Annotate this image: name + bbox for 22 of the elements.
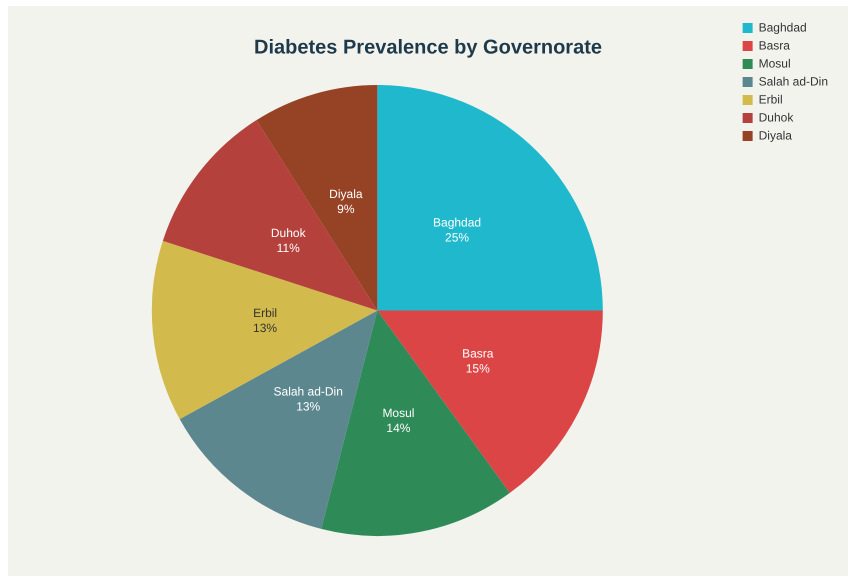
legend-label: Erbil xyxy=(758,92,783,106)
slice-label: Salah ad-Din xyxy=(274,384,343,398)
data-label: 13% xyxy=(296,399,321,414)
slice-label: Duhok xyxy=(270,226,307,240)
legend-label: Mosul xyxy=(758,56,791,70)
data-label: 15% xyxy=(466,362,490,376)
slice-label: Erbil xyxy=(253,306,278,320)
data-label: 25% xyxy=(445,230,470,245)
slice-label: Baghdad xyxy=(433,216,482,230)
legend-label: Baghdad xyxy=(758,20,807,34)
slice-label: Mosul xyxy=(382,406,414,420)
data-label: 9% xyxy=(337,202,355,216)
legend-label: Duhok xyxy=(758,110,794,124)
legend-label: Diyala xyxy=(758,128,792,142)
text: Diabetes Prevalence by Governorate xyxy=(254,36,602,59)
slice-label: Diyala xyxy=(329,187,363,202)
legend-label: Basra xyxy=(758,38,790,52)
data-label: 11% xyxy=(276,241,300,256)
slice-label: Basra xyxy=(462,346,494,360)
data-label: 13% xyxy=(253,320,278,335)
legend-label: Salah ad-Din xyxy=(758,74,828,88)
data-label: 14% xyxy=(386,421,411,436)
